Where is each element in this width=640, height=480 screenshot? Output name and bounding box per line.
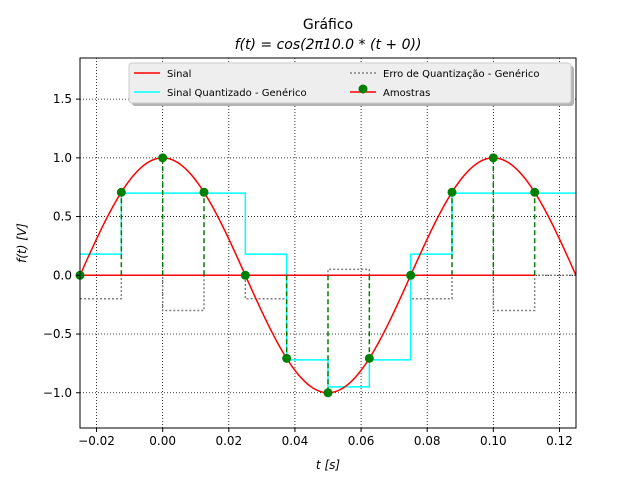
sample-markers [75,153,540,398]
legend-samples-label: Amostras [383,88,430,99]
y-tick-label: 0.0 [53,268,72,282]
sample-marker [530,187,540,197]
legend-box [128,62,572,104]
y-tick-label: 0.5 [53,210,72,224]
sample-marker [323,388,333,398]
axis-ticks: −0.02 0.00 0.02 0.04 0.06 0.08 0.10 0.12 −1.0 −0.… [43,92,573,448]
plot-frame [79,57,577,429]
x-tick-label: 0.02 [215,434,242,448]
sample-marker [158,153,168,163]
x-axis-label: t [s] [316,458,340,472]
legend: Sinal Sinal Quantizado - Genérico Erro d… [128,62,574,106]
sample-marker [240,270,250,280]
legend-quantized-label: Sinal Quantizado - Genérico [167,87,307,99]
sample-marker [488,153,498,163]
sample-stems [120,157,536,393]
legend-samples-marker [358,84,368,94]
y-axis-label: f(t) [V] [15,223,29,263]
x-tick-label: 0.12 [546,434,573,448]
chart-title: Gráfico [303,17,353,33]
legend-error-label: Erro de Quantização - Genérico [383,68,539,80]
y-tick-label: −0.5 [43,327,72,341]
sample-marker [406,270,416,280]
sample-marker [116,187,126,197]
x-tick-label: 0.00 [149,434,176,448]
sample-marker [447,187,457,197]
x-tick-label: 0.04 [282,434,309,448]
y-tick-label: 1.5 [53,92,72,106]
sample-marker [282,353,292,363]
sample-marker [199,187,209,197]
legend-signal-label: Sinal [167,69,191,80]
x-tick-label: 0.08 [414,434,441,448]
x-tick-label: 0.10 [480,434,507,448]
x-tick-label: 0.06 [348,434,375,448]
y-tick-label: 1.0 [53,151,72,165]
x-tick-label: −0.02 [78,434,115,448]
chart-subtitle: f(t) = cos(2π10.0 * (t + 0)) [235,37,422,53]
y-tick-label: −1.0 [43,386,72,400]
sample-marker [364,353,374,363]
